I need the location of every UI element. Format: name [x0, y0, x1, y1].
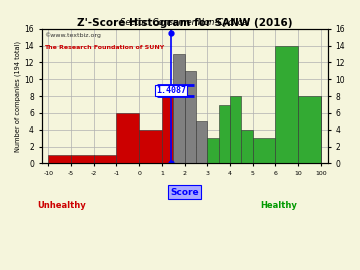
Bar: [71, 155, 94, 164]
Bar: [275, 46, 298, 164]
Bar: [139, 130, 162, 164]
Title: Z'-Score Histogram for SANW (2016): Z'-Score Histogram for SANW (2016): [77, 18, 292, 28]
Bar: [230, 96, 242, 164]
Bar: [253, 138, 275, 164]
Text: Healthy: Healthy: [261, 201, 297, 210]
Text: Unhealthy: Unhealthy: [37, 201, 86, 210]
Y-axis label: Number of companies (194 total): Number of companies (194 total): [15, 40, 22, 152]
Bar: [219, 104, 230, 164]
Text: Score: Score: [170, 188, 199, 197]
Text: The Research Foundation of SUNY: The Research Foundation of SUNY: [44, 45, 165, 50]
Bar: [196, 122, 207, 164]
Bar: [117, 113, 139, 164]
Text: Sector: Consumer Non-Cyclical: Sector: Consumer Non-Cyclical: [120, 18, 249, 28]
Bar: [242, 130, 253, 164]
Text: 1.4087: 1.4087: [156, 86, 186, 95]
Bar: [185, 71, 196, 164]
Bar: [298, 96, 321, 164]
Bar: [48, 155, 71, 164]
Text: ©www.textbiz.org: ©www.textbiz.org: [44, 33, 101, 38]
Bar: [207, 138, 219, 164]
Bar: [173, 54, 185, 164]
Bar: [94, 155, 117, 164]
Bar: [162, 88, 173, 164]
